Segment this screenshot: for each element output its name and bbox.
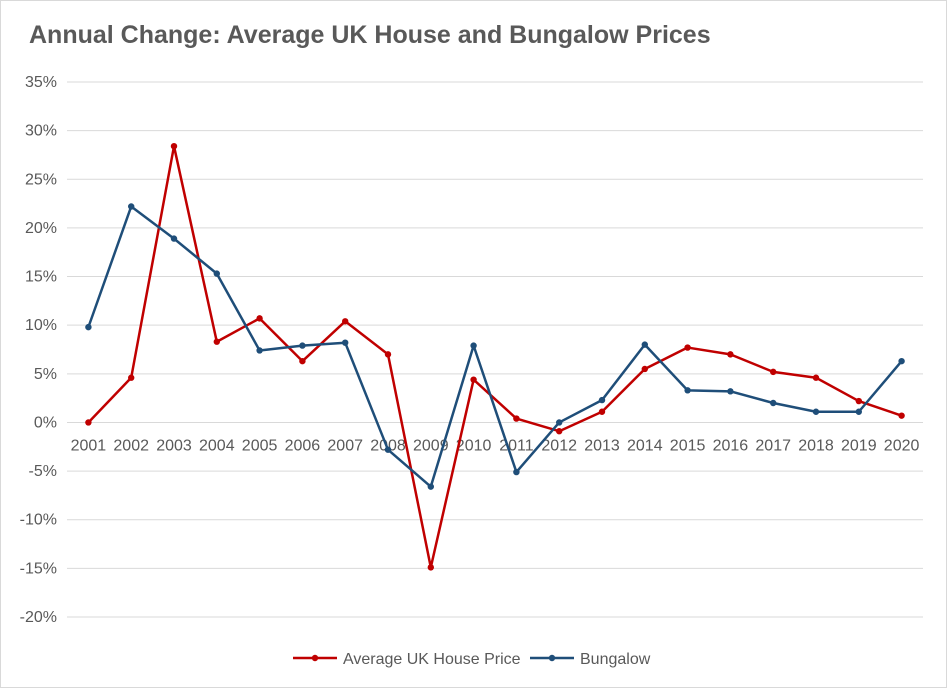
y-tick-label: 10%: [25, 317, 57, 334]
data-point-0: [598, 408, 606, 415]
data-point-1: [299, 342, 306, 349]
data-point-0: [727, 351, 734, 358]
x-tick-label: 2018: [798, 437, 834, 454]
data-point-0: [898, 412, 905, 419]
data-point-0: [641, 365, 648, 373]
y-tick-label: 5%: [34, 366, 57, 383]
data-point-1: [770, 399, 777, 407]
x-tick-label: 2017: [755, 437, 791, 454]
x-tick-label: 2015: [670, 437, 706, 454]
data-point-0: [812, 374, 820, 381]
legend-label: Bungalow: [580, 651, 651, 668]
data-point-0: [384, 351, 392, 358]
data-point-1: [812, 408, 820, 415]
x-tick-label: 2003: [156, 437, 192, 454]
data-point-0: [128, 374, 135, 381]
x-tick-label: 2007: [327, 437, 363, 454]
series-line-0: [87, 144, 903, 569]
x-tick-label: 2013: [584, 437, 620, 454]
y-tick-label: -5%: [29, 463, 57, 480]
y-tick-label: 25%: [25, 171, 57, 188]
data-point-0: [684, 344, 691, 351]
series-line-1: [87, 205, 903, 488]
legend-label: Average UK House Price: [343, 651, 521, 668]
data-point-0: [513, 415, 520, 422]
x-tick-label: 2001: [71, 437, 107, 454]
x-tick-label: 2009: [413, 437, 449, 454]
data-point-1: [128, 203, 135, 210]
data-point-1: [684, 387, 691, 394]
data-point-1: [213, 270, 220, 277]
data-point-1: [170, 235, 178, 242]
data-point-1: [598, 396, 606, 404]
data-point-1: [384, 446, 392, 453]
data-point-0: [299, 357, 306, 365]
chart-title: Annual Change: Average UK House and Bung…: [29, 21, 711, 49]
x-tick-label: 2006: [285, 437, 321, 454]
y-tick-label: 20%: [25, 220, 57, 237]
x-tick-label: 2008: [370, 437, 406, 454]
data-point-0: [556, 428, 563, 435]
x-tick-label: 2014: [627, 437, 663, 454]
data-point-1: [727, 388, 734, 395]
y-tick-label: 15%: [25, 269, 57, 286]
data-point-0: [470, 376, 477, 383]
data-point-1: [85, 323, 92, 331]
y-tick-label: 30%: [25, 123, 57, 140]
data-point-1: [256, 347, 263, 354]
x-tick-label: 2005: [242, 437, 278, 454]
y-tick-label: 35%: [25, 74, 57, 91]
x-tick-label: 2004: [199, 437, 235, 454]
data-point-0: [770, 368, 777, 376]
x-tick-label: 2010: [456, 437, 492, 454]
x-tick-label: 2012: [541, 437, 577, 454]
data-point-0: [342, 318, 349, 325]
data-point-1: [556, 419, 563, 426]
data-point-1: [898, 357, 905, 365]
y-tick-label: 0%: [34, 414, 57, 431]
data-point-1: [342, 339, 349, 346]
data-point-1: [641, 341, 648, 348]
data-point-1: [855, 408, 862, 415]
data-point-0: [427, 564, 434, 571]
data-point-1: [427, 483, 434, 490]
data-point-0: [213, 338, 220, 345]
legend-marker-0: [311, 654, 319, 662]
x-tick-label: 2016: [713, 437, 749, 454]
x-tick-label: 2020: [884, 437, 920, 454]
data-point-0: [85, 419, 92, 426]
data-point-0: [170, 143, 178, 150]
legend-marker-1: [548, 654, 556, 662]
data-point-0: [855, 397, 862, 405]
x-tick-label: 2002: [113, 437, 149, 454]
y-tick-label: -10%: [20, 512, 57, 529]
data-point-1: [513, 468, 520, 476]
y-tick-label: -20%: [20, 609, 57, 626]
x-tick-label: 2019: [841, 437, 877, 454]
data-point-1: [470, 342, 477, 349]
data-point-0: [256, 315, 263, 322]
y-tick-label: -15%: [20, 560, 57, 577]
